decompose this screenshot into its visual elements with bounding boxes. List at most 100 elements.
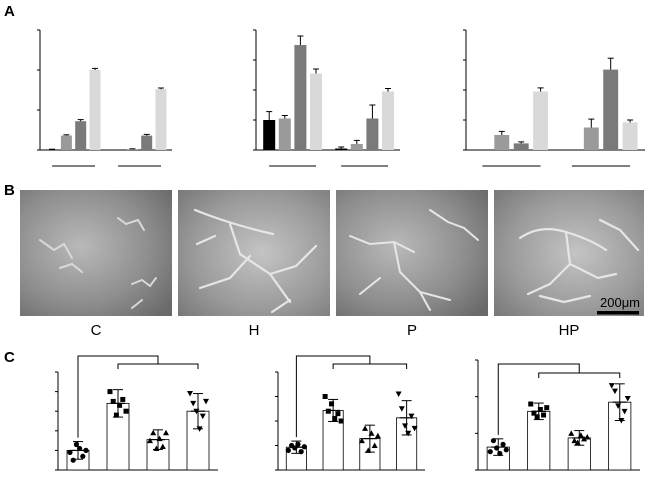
micrograph-label-h: H [249,322,260,339]
significance-bracket-sub [332,363,408,369]
data-point [325,408,331,414]
data-point [503,447,509,453]
data-point [295,441,301,447]
significance-bracket-sub [117,363,199,369]
data-point [395,391,402,398]
data-point [534,414,540,420]
data-point [196,426,203,432]
micrograph-label-hp: HP [559,322,580,339]
bar-hp-1d [533,91,549,150]
data-point [113,412,119,418]
data-point [624,396,631,402]
micrograph-hp-network [518,218,640,304]
data-point [190,400,197,407]
bar-hp-3d [155,89,167,150]
data-point [83,447,89,453]
bar-p-1d [294,45,307,150]
bar-hp-1d [310,73,322,150]
data-point [70,457,76,463]
micrograph-h-network [193,208,318,314]
chart-number-of-nodes [275,355,425,471]
data-point [153,445,160,451]
micrograph-c-network [39,217,157,309]
data-point [338,418,344,424]
bar-h-3d [350,144,363,150]
significance-bracket-sub [538,372,621,378]
data-point [73,441,79,448]
data-point [117,402,123,408]
data-point [500,441,506,447]
data-point [156,435,163,442]
data-point [584,434,591,440]
data-point [298,449,304,455]
data-point [398,406,405,412]
data-point [494,445,500,451]
bar-p-3d [366,118,379,150]
data-point [371,442,378,448]
data-point [123,408,129,414]
micrograph-label-c: C [91,322,102,339]
data-point [537,407,543,412]
data-point [362,425,369,431]
data-point [577,432,584,438]
data-point [402,423,409,429]
data-point [528,401,534,407]
data-point [80,453,86,459]
data-point [574,439,581,445]
bar-h-3d [126,149,138,150]
data-point [335,411,341,417]
data-point [490,438,497,444]
micrograph-c-image [20,190,172,316]
data-point [150,429,157,436]
data-point [608,383,615,389]
data-point [147,437,153,444]
micrograph-row: 200μm C H P HP [20,190,644,339]
significance-bracket [77,355,159,438]
bar-h-3d [583,127,599,150]
bar-c-3d [335,148,348,150]
bar-hp-1d [89,70,101,150]
data-point [203,398,209,405]
data-point [365,447,372,453]
data-point [159,443,166,449]
data-point [531,410,537,416]
data-point [618,418,625,424]
data-point [187,391,193,397]
chart-pdgf-bb [253,29,400,167]
data-point [110,398,116,404]
data-point [292,445,298,451]
bar-c-1d [263,120,276,150]
chart-vegf-a [37,29,172,167]
data-point [199,413,206,420]
panel-label-c: C [4,349,15,366]
data-point [368,430,375,436]
data-point [615,403,622,409]
data-point [67,449,73,455]
scale-bar-label: 200μm [600,295,640,310]
data-point [301,444,307,450]
bar-p-1d [75,121,87,150]
data-point [541,412,547,418]
data-point [487,449,493,455]
chart-total-segments-length [475,359,640,471]
panel-label-b: B [4,182,15,199]
data-point [411,425,418,432]
bar-p-3d [141,135,153,150]
data-point [193,408,200,415]
data-point [374,432,381,439]
data-point [322,394,328,399]
bar-h [527,410,551,471]
micrograph-label-p: P [407,322,417,339]
bar-p-3d [603,69,619,150]
data-point [611,388,618,395]
data-point [405,430,412,437]
data-point [621,408,628,415]
panel-label-a: A [4,3,15,20]
significance-bracket [295,355,371,438]
data-point [77,445,83,452]
chart-mmp9 [463,29,645,167]
bar-hp-3d [382,91,394,150]
data-point [332,416,338,422]
data-point [285,447,291,453]
